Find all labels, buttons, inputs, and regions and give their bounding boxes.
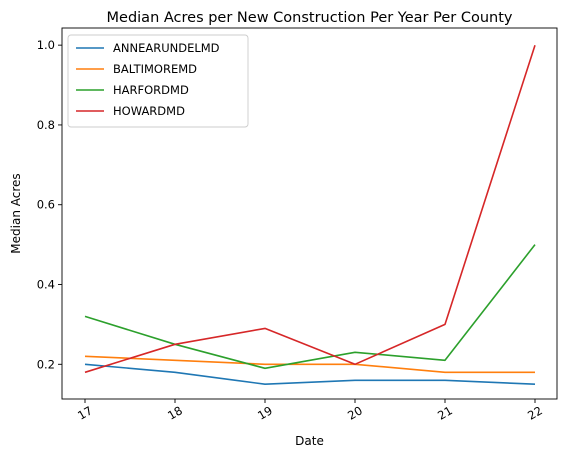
legend-label: HARFORDMD bbox=[113, 83, 189, 97]
legend: ANNEARUNDELMD BALTIMOREMD HARFORDMD HOWARDM… bbox=[67, 34, 249, 128]
series-line-annearundelmd bbox=[84, 363, 536, 386]
x-tick-label: 17 bbox=[75, 403, 95, 422]
y-tick-label: 1.0 bbox=[37, 38, 55, 52]
x-tick-label: 21 bbox=[435, 403, 455, 422]
legend-label: ANNEARUNDELMD bbox=[113, 41, 220, 55]
y-tick-label: 0.4 bbox=[37, 278, 55, 292]
series-line-howardmd bbox=[84, 44, 536, 374]
axes: 17 18 19 20 21 22 0.2 0.4 0.6 0.8 1.0 bbox=[37, 38, 545, 423]
y-tick-label: 0.8 bbox=[37, 118, 55, 132]
x-tick-label: 19 bbox=[255, 403, 275, 422]
legend-label: BALTIMOREMD bbox=[113, 62, 197, 76]
legend-label: HOWARDMD bbox=[113, 104, 185, 118]
y-axis-label: Median Acres bbox=[9, 173, 23, 253]
chart-title: Median Acres per New Construction Per Ye… bbox=[107, 10, 513, 26]
x-axis-label: Date bbox=[295, 434, 324, 448]
series-line-harfordmd bbox=[84, 244, 536, 370]
y-tick-label: 0.2 bbox=[37, 357, 55, 371]
y-tick-label: 0.6 bbox=[37, 198, 55, 212]
plot-area bbox=[84, 44, 536, 386]
plot-frame bbox=[61, 27, 558, 400]
x-tick-label: 18 bbox=[165, 403, 185, 422]
x-tick-label: 20 bbox=[345, 403, 365, 422]
series-line-baltimoremd bbox=[84, 355, 535, 374]
x-tick-label: 22 bbox=[525, 403, 545, 422]
legend-box bbox=[67, 34, 249, 128]
